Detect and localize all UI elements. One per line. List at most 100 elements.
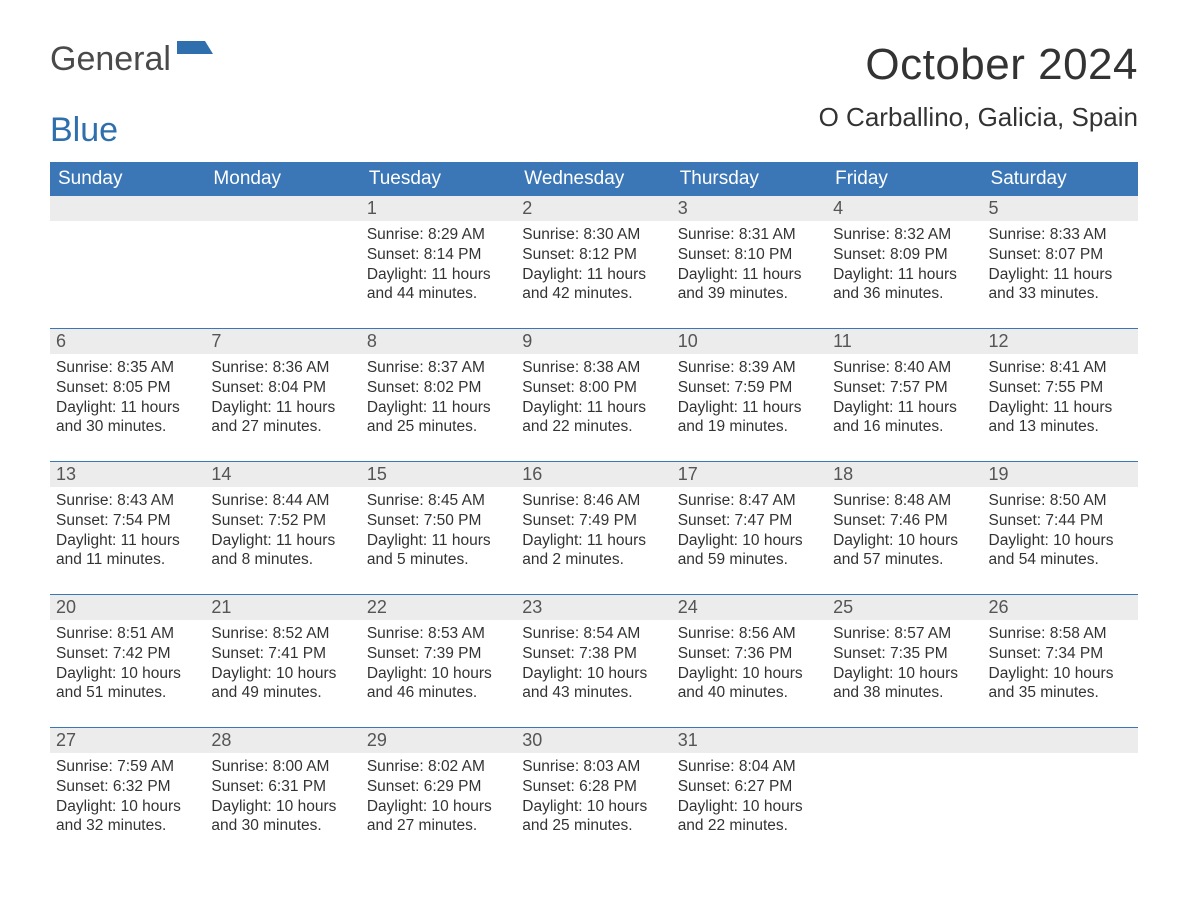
day-details: Sunrise: 8:03 AMSunset: 6:28 PMDaylight:… [516, 753, 671, 842]
sunset-text: Sunset: 7:42 PM [56, 644, 199, 664]
daylight-text: Daylight: 11 hours and 33 minutes. [989, 265, 1132, 305]
daylight-text: Daylight: 10 hours and 25 minutes. [522, 797, 665, 837]
day-number: 17 [672, 462, 827, 487]
daylight-text: Daylight: 10 hours and 22 minutes. [678, 797, 821, 837]
day-number: 24 [672, 595, 827, 620]
day-details [827, 753, 982, 763]
sunrise-text: Sunrise: 8:56 AM [678, 624, 821, 644]
calendar-day: 14Sunrise: 8:44 AMSunset: 7:52 PMDayligh… [205, 462, 360, 594]
dow-monday: Monday [205, 162, 360, 196]
calendar-day [50, 196, 205, 328]
day-details: Sunrise: 8:37 AMSunset: 8:02 PMDaylight:… [361, 354, 516, 443]
location-subtitle: O Carballino, Galicia, Spain [819, 102, 1138, 133]
calendar-day: 24Sunrise: 8:56 AMSunset: 7:36 PMDayligh… [672, 595, 827, 727]
calendar-day: 22Sunrise: 8:53 AMSunset: 7:39 PMDayligh… [361, 595, 516, 727]
title-block: October 2024 O Carballino, Galicia, Spai… [819, 40, 1138, 133]
sunrise-text: Sunrise: 7:59 AM [56, 757, 199, 777]
sunset-text: Sunset: 8:12 PM [522, 245, 665, 265]
calendar-week: 1Sunrise: 8:29 AMSunset: 8:14 PMDaylight… [50, 196, 1138, 328]
daylight-text: Daylight: 11 hours and 42 minutes. [522, 265, 665, 305]
sunset-text: Sunset: 7:59 PM [678, 378, 821, 398]
calendar-day: 27Sunrise: 7:59 AMSunset: 6:32 PMDayligh… [50, 728, 205, 860]
sunset-text: Sunset: 8:04 PM [211, 378, 354, 398]
day-number: 3 [672, 196, 827, 221]
calendar-day: 10Sunrise: 8:39 AMSunset: 7:59 PMDayligh… [672, 329, 827, 461]
sunset-text: Sunset: 7:47 PM [678, 511, 821, 531]
calendar-day: 6Sunrise: 8:35 AMSunset: 8:05 PMDaylight… [50, 329, 205, 461]
sunrise-text: Sunrise: 8:02 AM [367, 757, 510, 777]
day-number: 15 [361, 462, 516, 487]
calendar-day [205, 196, 360, 328]
sunrise-text: Sunrise: 8:36 AM [211, 358, 354, 378]
day-details: Sunrise: 8:58 AMSunset: 7:34 PMDaylight:… [983, 620, 1138, 709]
calendar-day [983, 728, 1138, 860]
calendar-day: 18Sunrise: 8:48 AMSunset: 7:46 PMDayligh… [827, 462, 982, 594]
sunrise-text: Sunrise: 8:31 AM [678, 225, 821, 245]
calendar-week: 27Sunrise: 7:59 AMSunset: 6:32 PMDayligh… [50, 727, 1138, 860]
day-details: Sunrise: 8:30 AMSunset: 8:12 PMDaylight:… [516, 221, 671, 310]
day-details: Sunrise: 8:43 AMSunset: 7:54 PMDaylight:… [50, 487, 205, 576]
days-of-week-header: Sunday Monday Tuesday Wednesday Thursday… [50, 162, 1138, 196]
day-details: Sunrise: 8:52 AMSunset: 7:41 PMDaylight:… [205, 620, 360, 709]
calendar-day: 25Sunrise: 8:57 AMSunset: 7:35 PMDayligh… [827, 595, 982, 727]
daylight-text: Daylight: 10 hours and 46 minutes. [367, 664, 510, 704]
day-number: 13 [50, 462, 205, 487]
sunset-text: Sunset: 6:31 PM [211, 777, 354, 797]
calendar-day: 30Sunrise: 8:03 AMSunset: 6:28 PMDayligh… [516, 728, 671, 860]
sunrise-text: Sunrise: 8:58 AM [989, 624, 1132, 644]
sunset-text: Sunset: 7:41 PM [211, 644, 354, 664]
daylight-text: Daylight: 11 hours and 30 minutes. [56, 398, 199, 438]
dow-friday: Friday [827, 162, 982, 196]
sunset-text: Sunset: 6:27 PM [678, 777, 821, 797]
sunset-text: Sunset: 8:10 PM [678, 245, 821, 265]
day-number: 1 [361, 196, 516, 221]
day-details: Sunrise: 8:48 AMSunset: 7:46 PMDaylight:… [827, 487, 982, 576]
day-number: 29 [361, 728, 516, 753]
sunrise-text: Sunrise: 8:57 AM [833, 624, 976, 644]
day-details [205, 221, 360, 231]
sunrise-text: Sunrise: 8:38 AM [522, 358, 665, 378]
day-details: Sunrise: 8:51 AMSunset: 7:42 PMDaylight:… [50, 620, 205, 709]
day-number [983, 728, 1138, 753]
calendar-week: 20Sunrise: 8:51 AMSunset: 7:42 PMDayligh… [50, 594, 1138, 727]
calendar-day: 17 Sunrise: 8:47 AMSunset: 7:47 PMDayligh… [672, 462, 827, 594]
day-number: 31 [672, 728, 827, 753]
daylight-text: Daylight: 10 hours and 35 minutes. [989, 664, 1132, 704]
sunset-text: Sunset: 8:00 PM [522, 378, 665, 398]
sunset-text: Sunset: 7:35 PM [833, 644, 976, 664]
sunrise-text: Sunrise: 8:29 AM [367, 225, 510, 245]
daylight-text: Daylight: 10 hours and 49 minutes. [211, 664, 354, 704]
sunrise-text: Sunrise: 8:32 AM [833, 225, 976, 245]
sunset-text: Sunset: 7:49 PM [522, 511, 665, 531]
daylight-text: Daylight: 10 hours and 59 minutes. [678, 531, 821, 571]
sunset-text: Sunset: 8:09 PM [833, 245, 976, 265]
daylight-text: Daylight: 11 hours and 19 minutes. [678, 398, 821, 438]
day-details: Sunrise: 8:56 AMSunset: 7:36 PMDaylight:… [672, 620, 827, 709]
brand-logo: General [50, 40, 213, 79]
dow-thursday: Thursday [672, 162, 827, 196]
month-title: October 2024 [819, 40, 1138, 90]
day-number: 26 [983, 595, 1138, 620]
sunrise-text: Sunrise: 8:00 AM [211, 757, 354, 777]
brand-flag-icon [177, 37, 213, 76]
day-details: Sunrise: 7:59 AMSunset: 6:32 PMDaylight:… [50, 753, 205, 842]
sunrise-text: Sunrise: 8:47 AM [678, 491, 821, 511]
dow-tuesday: Tuesday [361, 162, 516, 196]
sunrise-text: Sunrise: 8:35 AM [56, 358, 199, 378]
sunrise-text: Sunrise: 8:40 AM [833, 358, 976, 378]
daylight-text: Daylight: 10 hours and 30 minutes. [211, 797, 354, 837]
calendar-day: 7Sunrise: 8:36 AMSunset: 8:04 PMDaylight… [205, 329, 360, 461]
sunset-text: Sunset: 7:55 PM [989, 378, 1132, 398]
dow-wednesday: Wednesday [516, 162, 671, 196]
sunrise-text: Sunrise: 8:52 AM [211, 624, 354, 644]
day-details: Sunrise: 8:04 AMSunset: 6:27 PMDaylight:… [672, 753, 827, 842]
day-number: 9 [516, 329, 671, 354]
calendar-week: 13Sunrise: 8:43 AMSunset: 7:54 PMDayligh… [50, 461, 1138, 594]
day-details: Sunrise: 8:54 AMSunset: 7:38 PMDaylight:… [516, 620, 671, 709]
day-number: 12 [983, 329, 1138, 354]
calendar-day: 12Sunrise: 8:41 AMSunset: 7:55 PMDayligh… [983, 329, 1138, 461]
day-details: Sunrise: 8:00 AMSunset: 6:31 PMDaylight:… [205, 753, 360, 842]
daylight-text: Daylight: 11 hours and 16 minutes. [833, 398, 976, 438]
sunrise-text: Sunrise: 8:45 AM [367, 491, 510, 511]
sunrise-text: Sunrise: 8:54 AM [522, 624, 665, 644]
